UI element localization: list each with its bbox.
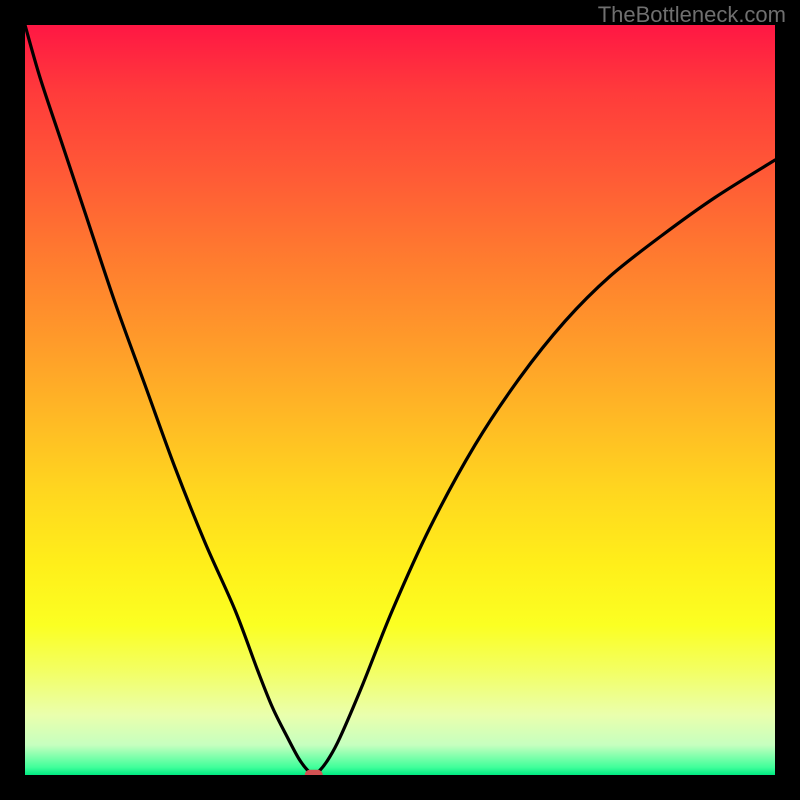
plot-area xyxy=(25,25,775,775)
optimum-marker xyxy=(305,770,323,775)
bottleneck-curve xyxy=(25,25,775,774)
watermark-text: TheBottleneck.com xyxy=(598,2,786,28)
chart-frame xyxy=(0,0,800,800)
chart-svg xyxy=(25,25,775,775)
